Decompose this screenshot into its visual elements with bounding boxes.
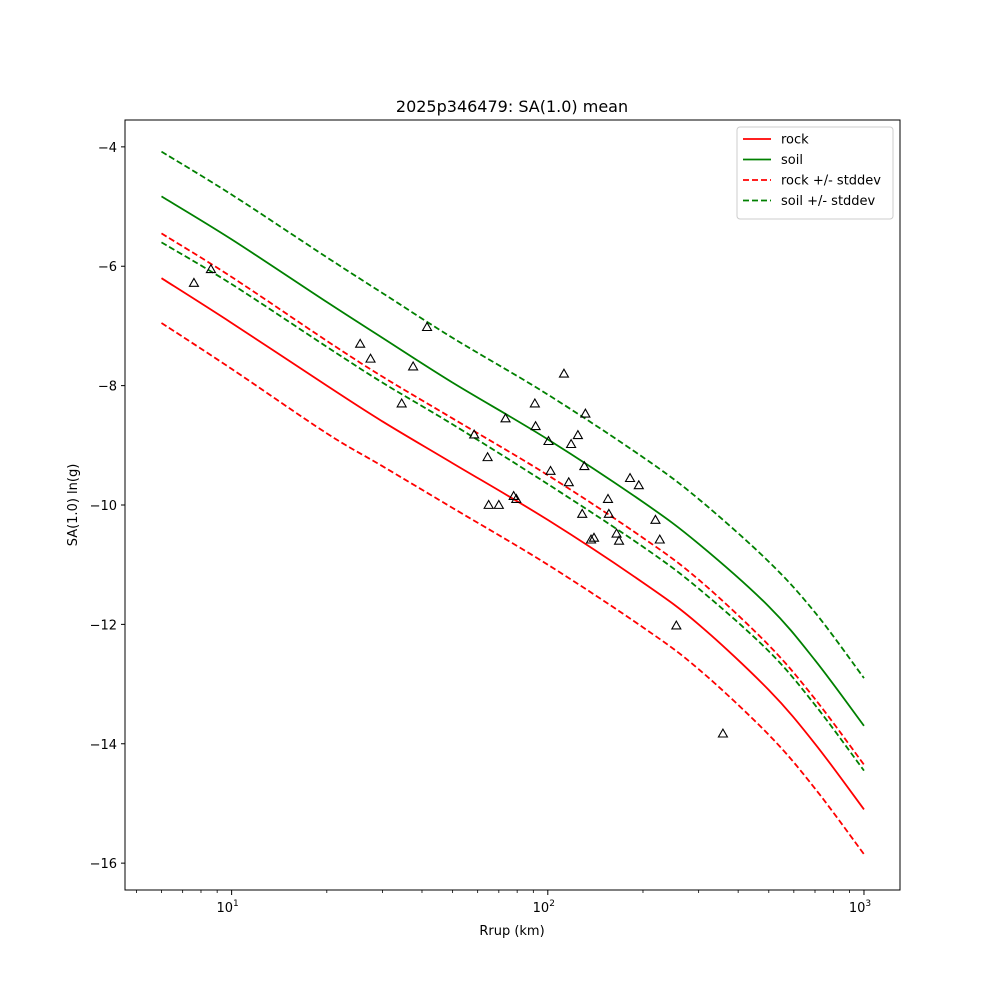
legend-label: rock bbox=[781, 133, 809, 148]
observations-layer bbox=[188, 263, 729, 738]
observation-point bbox=[578, 460, 590, 471]
observation-point bbox=[529, 397, 541, 408]
series-line-5 bbox=[161, 150, 865, 679]
observation-point bbox=[483, 499, 495, 509]
chart-title: 2025p346479: SA(1.0) mean bbox=[396, 97, 628, 116]
observation-point bbox=[563, 476, 575, 487]
observation-point bbox=[624, 472, 636, 483]
x-axis-label: Rrup (km) bbox=[479, 924, 544, 939]
observation-point bbox=[565, 438, 577, 449]
observation-point bbox=[407, 360, 419, 371]
y-tick-label: −16 bbox=[90, 857, 117, 872]
legend-label: soil +/- stddev bbox=[781, 194, 876, 209]
y-axis-label: SA(1.0) ln(g) bbox=[66, 464, 81, 547]
series-line-1 bbox=[161, 195, 865, 727]
observation-point bbox=[545, 465, 556, 475]
observation-point bbox=[585, 534, 597, 544]
observation-point bbox=[354, 338, 366, 348]
legend-box bbox=[736, 126, 894, 220]
observation-point bbox=[482, 451, 494, 462]
y-tick-label: −14 bbox=[90, 738, 117, 753]
observation-point bbox=[613, 535, 625, 545]
y-tick-label: −12 bbox=[90, 618, 117, 633]
observation-point bbox=[205, 263, 217, 274]
observation-point bbox=[188, 277, 200, 287]
observation-point bbox=[576, 508, 588, 518]
series-layer bbox=[160, 150, 865, 855]
observation-point bbox=[654, 534, 666, 544]
observation-point bbox=[493, 499, 505, 509]
observation-point bbox=[588, 532, 600, 542]
observation-point bbox=[579, 408, 591, 418]
series-line-3 bbox=[160, 322, 865, 855]
observation-point bbox=[530, 420, 542, 431]
y-tick-label: −10 bbox=[90, 499, 117, 514]
observation-point bbox=[365, 353, 376, 363]
observation-point bbox=[670, 619, 682, 630]
observation-point bbox=[500, 412, 511, 423]
y-tick-label: −8 bbox=[98, 380, 117, 395]
legend-label: soil bbox=[781, 153, 803, 168]
y-tick-label: −6 bbox=[98, 260, 117, 275]
observation-point bbox=[468, 428, 480, 439]
legend: rock soil rock +/- stddev soil +/- stddev bbox=[736, 126, 894, 220]
observation-point bbox=[649, 514, 661, 524]
observation-point bbox=[611, 528, 623, 538]
series-line-2 bbox=[161, 232, 865, 766]
observation-point bbox=[633, 479, 645, 490]
series-line-0 bbox=[160, 277, 865, 810]
observation-point bbox=[602, 493, 614, 503]
observation-point bbox=[510, 493, 522, 503]
observation-point bbox=[421, 321, 433, 332]
y-tick-label: −4 bbox=[98, 141, 117, 156]
legend-label: rock +/- stddev bbox=[781, 174, 881, 189]
observation-point bbox=[717, 728, 729, 738]
observation-point bbox=[572, 429, 584, 440]
observation-point bbox=[558, 368, 570, 378]
observation-point bbox=[396, 397, 408, 408]
series-line-4 bbox=[161, 241, 865, 772]
observation-point bbox=[543, 435, 554, 446]
observation-point bbox=[603, 508, 615, 518]
